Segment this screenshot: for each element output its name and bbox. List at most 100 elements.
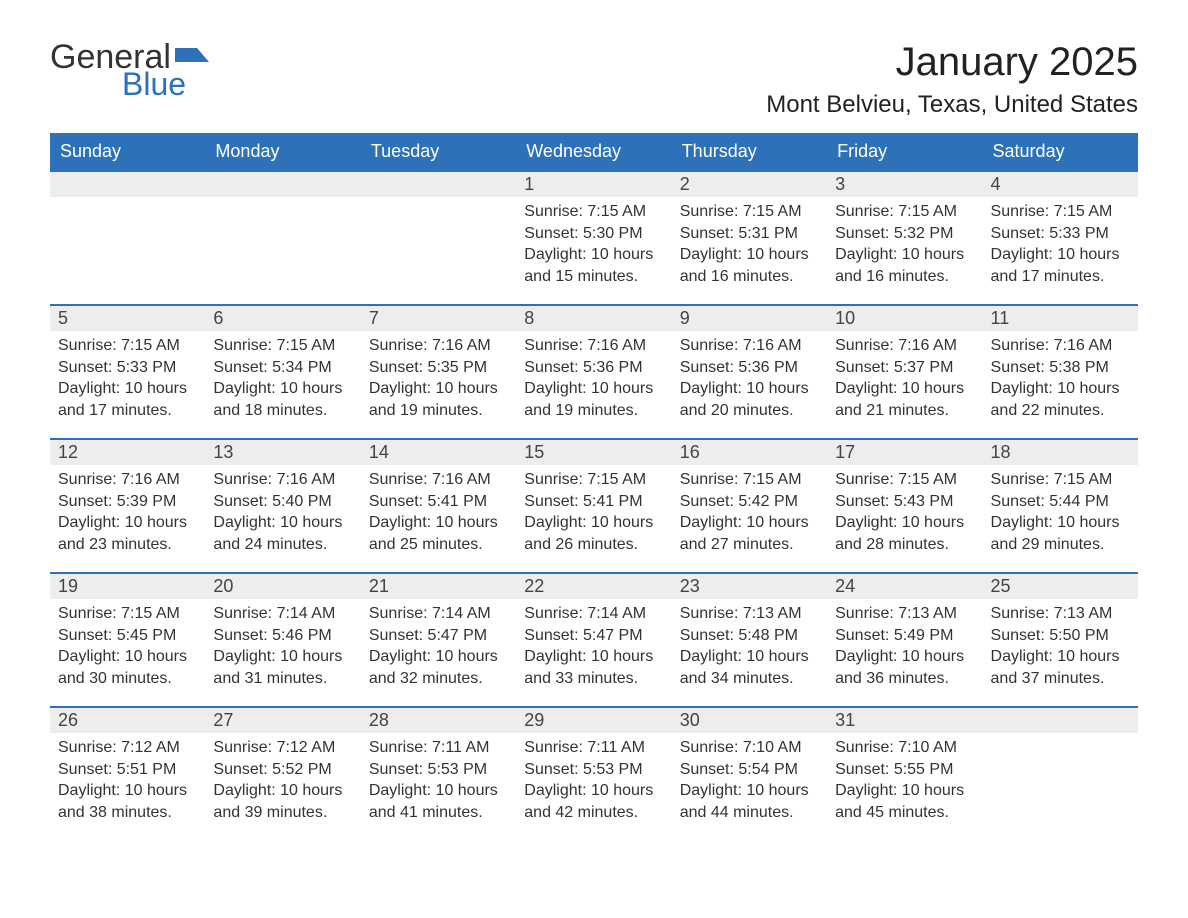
day-details: Sunrise: 7:15 AMSunset: 5:44 PMDaylight:… (983, 465, 1138, 563)
day-number: 21 (361, 572, 516, 599)
daylight2-text: and 15 minutes. (524, 266, 663, 288)
day-number: 28 (361, 706, 516, 733)
sunrise-text: Sunrise: 7:10 AM (680, 737, 819, 759)
day-number: 11 (983, 304, 1138, 331)
day-details: Sunrise: 7:14 AMSunset: 5:47 PMDaylight:… (361, 599, 516, 697)
sunset-text: Sunset: 5:46 PM (213, 625, 352, 647)
daylight1-text: Daylight: 10 hours (835, 646, 974, 668)
sunrise-text: Sunrise: 7:12 AM (58, 737, 197, 759)
day-number: 8 (516, 304, 671, 331)
sunset-text: Sunset: 5:35 PM (369, 357, 508, 379)
sunrise-text: Sunrise: 7:15 AM (58, 603, 197, 625)
calendar-day-cell: 25Sunrise: 7:13 AMSunset: 5:50 PMDayligh… (983, 572, 1138, 706)
day-details: Sunrise: 7:15 AMSunset: 5:42 PMDaylight:… (672, 465, 827, 563)
calendar-day-cell (361, 170, 516, 304)
day-details: Sunrise: 7:15 AMSunset: 5:43 PMDaylight:… (827, 465, 982, 563)
calendar-day-cell: 11Sunrise: 7:16 AMSunset: 5:38 PMDayligh… (983, 304, 1138, 438)
calendar-day-cell: 12Sunrise: 7:16 AMSunset: 5:39 PMDayligh… (50, 438, 205, 572)
day-details: Sunrise: 7:15 AMSunset: 5:30 PMDaylight:… (516, 197, 671, 295)
daylight2-text: and 28 minutes. (835, 534, 974, 556)
calendar-day-cell: 15Sunrise: 7:15 AMSunset: 5:41 PMDayligh… (516, 438, 671, 572)
sunrise-text: Sunrise: 7:16 AM (680, 335, 819, 357)
weekday-header: Tuesday (361, 133, 516, 170)
daylight2-text: and 39 minutes. (213, 802, 352, 824)
daylight1-text: Daylight: 10 hours (524, 244, 663, 266)
sunset-text: Sunset: 5:51 PM (58, 759, 197, 781)
title-block: January 2025 Mont Belvieu, Texas, United… (766, 40, 1138, 119)
calendar-day-cell: 31 Sunrise: 7:10 AMSunset: 5:55 PMDayligh… (827, 706, 982, 840)
day-number: 27 (205, 706, 360, 733)
daylight1-text: Daylight: 10 hours (524, 378, 663, 400)
calendar-day-cell: 29Sunrise: 7:11 AMSunset: 5:53 PMDayligh… (516, 706, 671, 840)
calendar-day-cell: 1Sunrise: 7:15 AMSunset: 5:30 PMDaylight… (516, 170, 671, 304)
day-number (361, 170, 516, 197)
daylight2-text: and 23 minutes. (58, 534, 197, 556)
calendar-day-cell: 26Sunrise: 7:12 AMSunset: 5:51 PMDayligh… (50, 706, 205, 840)
day-details: Sunrise: 7:12 AMSunset: 5:52 PMDaylight:… (205, 733, 360, 831)
day-details: Sunrise: 7:13 AMSunset: 5:49 PMDaylight:… (827, 599, 982, 697)
weekday-header: Thursday (672, 133, 827, 170)
day-number: 19 (50, 572, 205, 599)
calendar-day-cell: 21Sunrise: 7:14 AMSunset: 5:47 PMDayligh… (361, 572, 516, 706)
sunset-text: Sunset: 5:36 PM (524, 357, 663, 379)
daylight1-text: Daylight: 10 hours (680, 512, 819, 534)
day-number: 30 (672, 706, 827, 733)
sunrise-text: Sunrise: 7:10 AM (835, 737, 974, 759)
calendar-day-cell: 28Sunrise: 7:11 AMSunset: 5:53 PMDayligh… (361, 706, 516, 840)
day-number: 17 (827, 438, 982, 465)
day-number: 22 (516, 572, 671, 599)
day-number: 3 (827, 170, 982, 197)
calendar-week-row: 12Sunrise: 7:16 AMSunset: 5:39 PMDayligh… (50, 438, 1138, 572)
day-number: 14 (361, 438, 516, 465)
daylight1-text: Daylight: 10 hours (991, 512, 1130, 534)
day-details: Sunrise: 7:15 AMSunset: 5:31 PMDaylight:… (672, 197, 827, 295)
day-number: 29 (516, 706, 671, 733)
sunset-text: Sunset: 5:45 PM (58, 625, 197, 647)
daylight2-text: and 32 minutes. (369, 668, 508, 690)
day-details: Sunrise: 7:11 AMSunset: 5:53 PMDaylight:… (516, 733, 671, 831)
day-details: Sunrise: 7:16 AMSunset: 5:39 PMDaylight:… (50, 465, 205, 563)
calendar-table: Sunday Monday Tuesday Wednesday Thursday… (50, 133, 1138, 840)
day-number: 10 (827, 304, 982, 331)
day-details: Sunrise: 7:14 AMSunset: 5:46 PMDaylight:… (205, 599, 360, 697)
day-details (205, 197, 360, 287)
daylight2-text: and 19 minutes. (524, 400, 663, 422)
day-details: Sunrise: 7:16 AMSunset: 5:36 PMDaylight:… (672, 331, 827, 429)
sunset-text: Sunset: 5:55 PM (835, 759, 974, 781)
weekday-header-row: Sunday Monday Tuesday Wednesday Thursday… (50, 133, 1138, 170)
sunrise-text: Sunrise: 7:15 AM (213, 335, 352, 357)
calendar-body: 1Sunrise: 7:15 AMSunset: 5:30 PMDaylight… (50, 170, 1138, 840)
daylight1-text: Daylight: 10 hours (680, 780, 819, 802)
daylight1-text: Daylight: 10 hours (213, 780, 352, 802)
sunset-text: Sunset: 5:36 PM (680, 357, 819, 379)
day-number: 31 (827, 706, 982, 733)
sunrise-text: Sunrise: 7:14 AM (524, 603, 663, 625)
brand-logo: General Blue (50, 40, 209, 100)
sunset-text: Sunset: 5:30 PM (524, 223, 663, 245)
daylight2-text: and 33 minutes. (524, 668, 663, 690)
brand-word-2: Blue (122, 68, 186, 100)
day-number: 2 (672, 170, 827, 197)
sunset-text: Sunset: 5:34 PM (213, 357, 352, 379)
sunrise-text: Sunrise: 7:16 AM (213, 469, 352, 491)
day-number: 12 (50, 438, 205, 465)
sunset-text: Sunset: 5:37 PM (835, 357, 974, 379)
sunrise-text: Sunrise: 7:15 AM (680, 469, 819, 491)
daylight2-text: and 27 minutes. (680, 534, 819, 556)
daylight2-text: and 16 minutes. (680, 266, 819, 288)
sunrise-text: Sunrise: 7:15 AM (680, 201, 819, 223)
day-details: Sunrise: 7:15 AMSunset: 5:45 PMDaylight:… (50, 599, 205, 697)
sunset-text: Sunset: 5:54 PM (680, 759, 819, 781)
calendar-day-cell: 20Sunrise: 7:14 AMSunset: 5:46 PMDayligh… (205, 572, 360, 706)
sunset-text: Sunset: 5:52 PM (213, 759, 352, 781)
calendar-day-cell: 23Sunrise: 7:13 AMSunset: 5:48 PMDayligh… (672, 572, 827, 706)
day-details (983, 733, 1138, 823)
sunrise-text: Sunrise: 7:15 AM (524, 201, 663, 223)
daylight2-text: and 19 minutes. (369, 400, 508, 422)
daylight1-text: Daylight: 10 hours (835, 780, 974, 802)
sunset-text: Sunset: 5:41 PM (369, 491, 508, 513)
header: General Blue January 2025 Mont Belvieu, … (50, 40, 1138, 119)
day-details: Sunrise: 7:12 AMSunset: 5:51 PMDaylight:… (50, 733, 205, 831)
sunset-text: Sunset: 5:40 PM (213, 491, 352, 513)
calendar-day-cell: 24Sunrise: 7:13 AMSunset: 5:49 PMDayligh… (827, 572, 982, 706)
